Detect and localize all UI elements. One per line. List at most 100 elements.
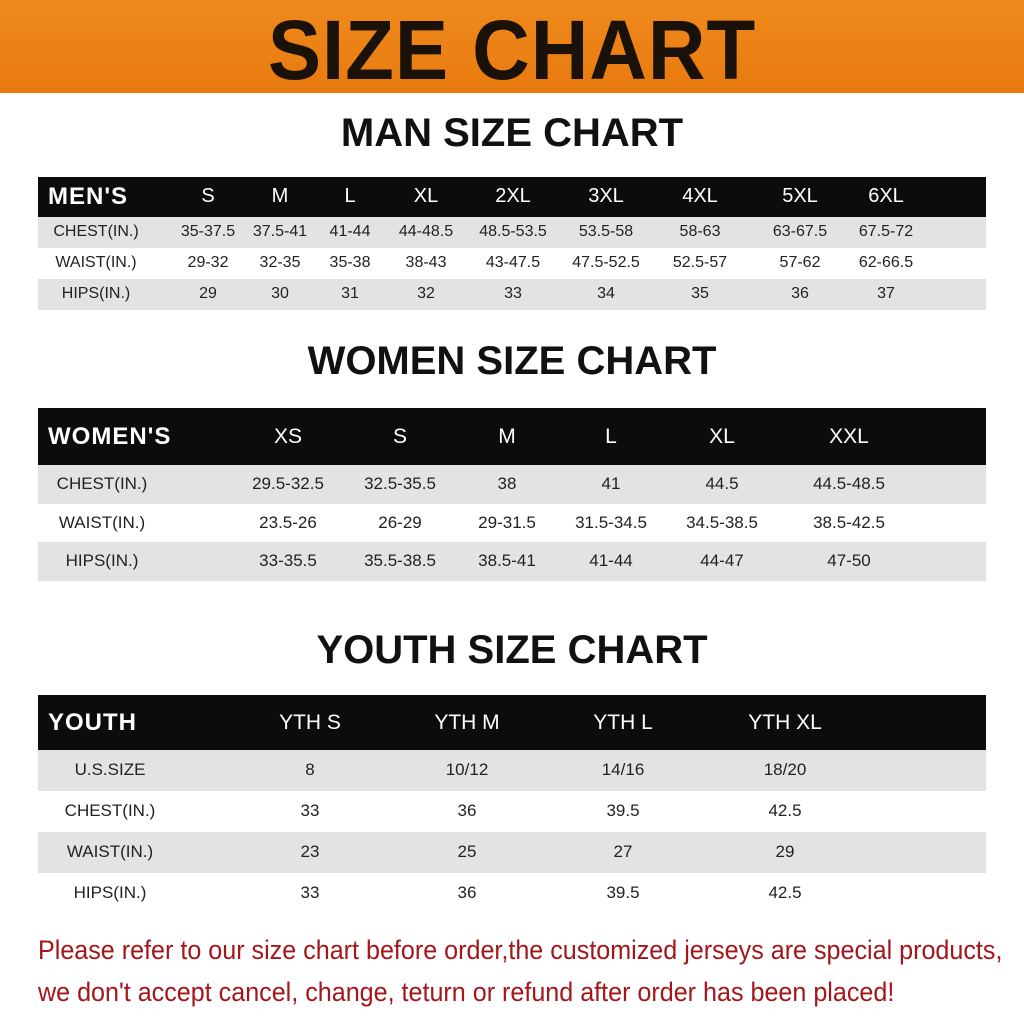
row-label: HIPS(IN.)	[61, 284, 131, 302]
measurement-cell: 18/20	[763, 760, 807, 780]
table-row: U.S.SIZE 8 10/12 14/16 18/20	[38, 750, 986, 791]
measurement-cell: 27	[613, 842, 633, 862]
row-label: HIPS(IN.)	[65, 551, 139, 571]
size-header: 6XL	[868, 185, 904, 207]
measurement-cell: 32-35	[259, 253, 301, 271]
size-header: 3XL	[588, 185, 624, 207]
measurement-cell: 37.5-41	[252, 222, 308, 240]
measurement-cell: 35.5-38.5	[364, 551, 436, 571]
table-row: WAIST(IN.) 23 25 27 29	[38, 832, 986, 873]
measurement-cell: 44-47	[700, 551, 744, 571]
table-row: HIPS(IN.) 29 30 31 32 33 34 35 36 37	[38, 279, 986, 310]
size-header: XL	[413, 185, 439, 207]
size-header: 4XL	[682, 185, 718, 207]
measurement-cell: 29.5-32.5	[252, 474, 324, 494]
measurement-cell: 35-37.5	[180, 222, 236, 240]
measurement-cell: 48.5-53.5	[479, 222, 547, 240]
measurement-cell: 43-47.5	[485, 253, 541, 271]
measurement-cell: 42.5	[768, 801, 802, 821]
title-banner: SIZE CHART	[0, 0, 1024, 97]
men-header-label: MEN'S	[48, 183, 129, 210]
notice-line-1: Please refer to our size chart before or…	[38, 935, 1003, 965]
size-header: YTH S	[279, 710, 341, 734]
youth-section-title: YOUTH SIZE CHART	[316, 628, 708, 672]
measurement-cell: 32.5-35.5	[364, 474, 436, 494]
measurement-cell: 29	[199, 284, 217, 302]
measurement-cell: 41-44	[589, 551, 633, 571]
measurement-cell: 31	[341, 284, 359, 302]
size-header: XS	[273, 424, 303, 448]
measurement-cell: 33-35.5	[259, 551, 317, 571]
size-header: 5XL	[782, 185, 818, 207]
table-row: HIPS(IN.) 33 36 39.5 42.5	[38, 873, 986, 914]
measurement-cell: 33	[300, 883, 320, 903]
measurement-cell: 53.5-58	[578, 222, 634, 240]
row-label: U.S.SIZE	[74, 760, 146, 780]
table-row: CHEST(IN.) 29.5-32.5 32.5-35.5 38 41 44.5 44.5…	[38, 465, 986, 504]
size-header: YTH M	[434, 710, 500, 734]
measurement-cell: 33	[504, 284, 522, 302]
banner-title: SIZE CHART	[267, 3, 757, 97]
youth-header-label: YOUTH	[48, 708, 137, 736]
measurement-cell: 29-31.5	[478, 512, 536, 532]
measurement-cell: 44.5-48.5	[813, 474, 885, 494]
measurement-cell: 57-62	[779, 253, 821, 271]
size-header: 2XL	[495, 185, 531, 207]
row-label: WAIST(IN.)	[55, 253, 137, 271]
measurement-cell: 10/12	[445, 760, 489, 780]
measurement-cell: 36	[457, 883, 477, 903]
measurement-cell: 36	[791, 284, 809, 302]
measurement-cell: 29-32	[187, 253, 229, 271]
men-header-row: MEN'S S M L XL 2XL 3XL 4XL 5XL 6XL	[38, 177, 986, 217]
size-header: S	[201, 185, 215, 207]
measurement-cell: 44-48.5	[398, 222, 454, 240]
measurement-cell: 42.5	[768, 883, 802, 903]
size-header: YTH XL	[748, 710, 822, 734]
measurement-cell: 44.5	[705, 474, 739, 494]
row-label: HIPS(IN.)	[73, 883, 147, 903]
measurement-cell: 41-44	[329, 222, 371, 240]
size-header: M	[271, 185, 289, 207]
measurement-cell: 52.5-57	[672, 253, 728, 271]
row-label: WAIST(IN.)	[66, 842, 154, 862]
measurement-cell: 58-63	[679, 222, 721, 240]
measurement-cell: 36	[457, 801, 477, 821]
measurement-cell: 34.5-38.5	[686, 512, 758, 532]
measurement-cell: 37	[877, 284, 895, 302]
youth-header-row: YOUTH YTH S YTH M YTH L YTH XL	[38, 695, 986, 750]
women-section-title: WOMEN SIZE CHART	[307, 339, 717, 383]
women-header-label: WOMEN'S	[48, 422, 172, 450]
measurement-cell: 39.5	[606, 883, 640, 903]
size-header: XXL	[829, 424, 869, 448]
measurement-cell: 38-43	[405, 253, 447, 271]
measurement-cell: 8	[305, 760, 315, 780]
measurement-cell: 14/16	[601, 760, 645, 780]
notice-line-2: we don't accept cancel, change, teturn o…	[38, 977, 895, 1007]
measurement-cell: 67.5-72	[858, 222, 914, 240]
row-label: CHEST(IN.)	[53, 222, 139, 240]
row-label: WAIST(IN.)	[58, 512, 146, 532]
size-header: M	[498, 424, 516, 448]
measurement-cell: 25	[457, 842, 477, 862]
measurement-cell: 41	[601, 474, 621, 494]
measurement-cell: 34	[597, 284, 615, 302]
size-header: L	[344, 185, 356, 207]
measurement-cell: 23.5-26	[259, 512, 317, 532]
measurement-cell: 63-67.5	[772, 222, 828, 240]
men-section-title: MAN SIZE CHART	[340, 111, 684, 155]
measurement-cell: 47.5-52.5	[572, 253, 640, 271]
table-row: HIPS(IN.) 33-35.5 35.5-38.5 38.5-41 41-44 44-…	[38, 542, 986, 581]
measurement-cell: 35-38	[329, 253, 371, 271]
measurement-cell: 35	[691, 284, 709, 302]
measurement-cell: 23	[300, 842, 320, 862]
measurement-cell: 38.5-41	[478, 551, 536, 571]
measurement-cell: 33	[300, 801, 320, 821]
table-row: WAIST(IN.) 23.5-26 26-29 29-31.5 31.5-34.5 34…	[38, 504, 986, 543]
table-row: WAIST(IN.) 29-32 32-35 35-38 38-43 43-47.5 47.…	[38, 248, 986, 279]
table-row: CHEST(IN.) 35-37.5 37.5-41 41-44 44-48.5 48.5…	[38, 217, 986, 248]
measurement-cell: 29	[775, 842, 795, 862]
row-label: CHEST(IN.)	[64, 801, 156, 821]
row-label: CHEST(IN.)	[56, 474, 148, 494]
measurement-cell: 62-66.5	[858, 253, 914, 271]
women-header-row: WOMEN'S XS S M L XL XXL	[38, 408, 986, 465]
